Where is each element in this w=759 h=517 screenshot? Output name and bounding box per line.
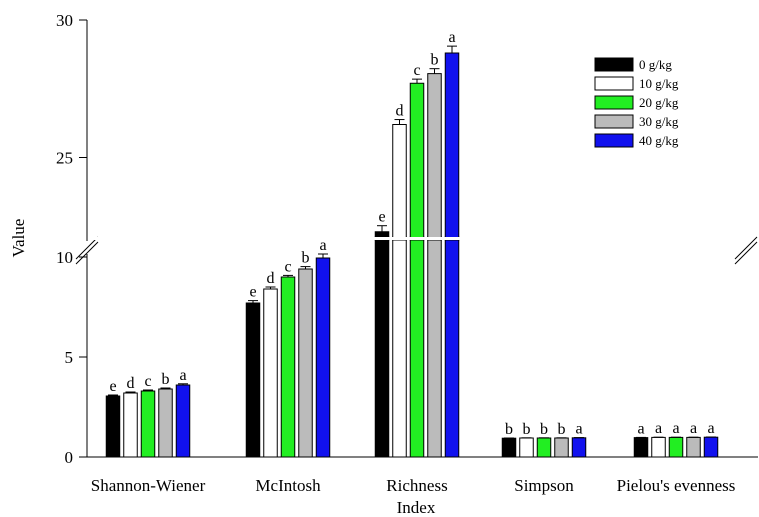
category-label: McIntosh <box>255 476 321 495</box>
bar <box>123 392 138 458</box>
bar <box>315 257 331 458</box>
significance-letter: c <box>284 258 291 275</box>
significance-letter: a <box>448 29 455 46</box>
significance-letter: b <box>302 250 310 267</box>
significance-letter: d <box>127 375 135 392</box>
significance-letter: a <box>637 420 644 437</box>
bar <box>175 384 191 458</box>
y-tick-label: 10 <box>56 248 73 267</box>
legend-label: 10 g/kg <box>639 76 679 91</box>
category-label: Richness <box>386 476 447 495</box>
legend-label: 40 g/kg <box>639 133 679 148</box>
bar <box>519 437 534 458</box>
bar-lower-part <box>444 236 460 458</box>
bar <box>554 437 569 458</box>
bar <box>536 437 552 458</box>
significance-letter: b <box>162 371 170 388</box>
significance-letter: e <box>249 284 256 301</box>
bar-lower-part <box>409 236 425 458</box>
legend-swatch <box>594 133 634 148</box>
bar <box>703 436 719 458</box>
significance-letter: a <box>319 237 326 254</box>
bar <box>245 302 261 458</box>
axis-break-mark <box>75 236 99 260</box>
bar <box>571 437 587 458</box>
axis-break-gap <box>88 237 488 240</box>
axis-break-mark <box>734 236 758 260</box>
significance-letter: a <box>575 421 582 438</box>
bar <box>651 436 666 458</box>
bar-lower-part <box>392 236 407 458</box>
y-axis-label: Value <box>9 219 28 258</box>
significance-letter: a <box>179 367 186 384</box>
y-tick-label: 25 <box>56 149 73 168</box>
category-label: Pielou's evenness <box>617 476 736 495</box>
significance-letter: b <box>558 421 566 438</box>
category-label: Shannon-Wiener <box>91 476 206 495</box>
bar <box>140 390 156 458</box>
y-axis-ticks: 0 5 10 25 30 <box>56 11 87 467</box>
legend-swatch <box>594 76 634 91</box>
bar <box>280 276 296 458</box>
axis-break-mark <box>734 241 758 265</box>
significance-letter: b <box>523 421 531 438</box>
bar-upper-part <box>444 52 460 241</box>
significance-letter: b <box>431 52 439 69</box>
legend-label: 20 g/kg <box>639 95 679 110</box>
significance-letter: e <box>378 209 385 226</box>
y-tick-label: 5 <box>65 348 74 367</box>
bar <box>158 388 173 458</box>
significance-letter: a <box>672 420 679 437</box>
bar <box>668 436 684 458</box>
significance-letter: c <box>144 373 151 390</box>
bar <box>263 288 278 458</box>
bar-lower-part <box>374 236 390 458</box>
labels-layer: e d c b aShannon-WieneredcbaMcIntoshedcbaRic… <box>91 29 736 495</box>
bar-upper-part <box>427 73 442 241</box>
bar <box>298 268 313 458</box>
category-label: Simpson <box>514 476 574 495</box>
legend-label: 30 g/kg <box>639 114 679 129</box>
bar <box>633 437 649 458</box>
significance-letter: a <box>707 420 714 437</box>
bars-layer <box>88 45 719 458</box>
legend-label: 0 g/kg <box>639 57 672 72</box>
bar-upper-part <box>409 82 425 241</box>
legend-swatch <box>594 114 634 129</box>
significance-letter: b <box>540 421 548 438</box>
significance-letter: d <box>396 103 404 120</box>
bar-lower-part <box>427 236 442 458</box>
legend: 0 g/kg 10 g/kg 20 g/kg 30 g/kg 40 g/kg <box>594 57 679 148</box>
y-tick-label: 30 <box>56 11 73 30</box>
axis-break-mark <box>75 241 99 265</box>
bar <box>105 395 121 458</box>
legend-swatch <box>594 57 634 72</box>
significance-letter: d <box>267 270 275 287</box>
bar <box>501 437 517 458</box>
legend-swatch <box>594 95 634 110</box>
y-tick-label: 0 <box>65 448 74 467</box>
significance-letter: b <box>505 421 513 438</box>
significance-letter: e <box>109 378 116 395</box>
bar <box>686 436 701 458</box>
x-axis-label: Index <box>397 498 436 517</box>
bar-upper-part <box>392 124 407 241</box>
significance-letter: a <box>655 420 662 437</box>
significance-letter: a <box>690 420 697 437</box>
significance-letter: c <box>413 62 420 79</box>
